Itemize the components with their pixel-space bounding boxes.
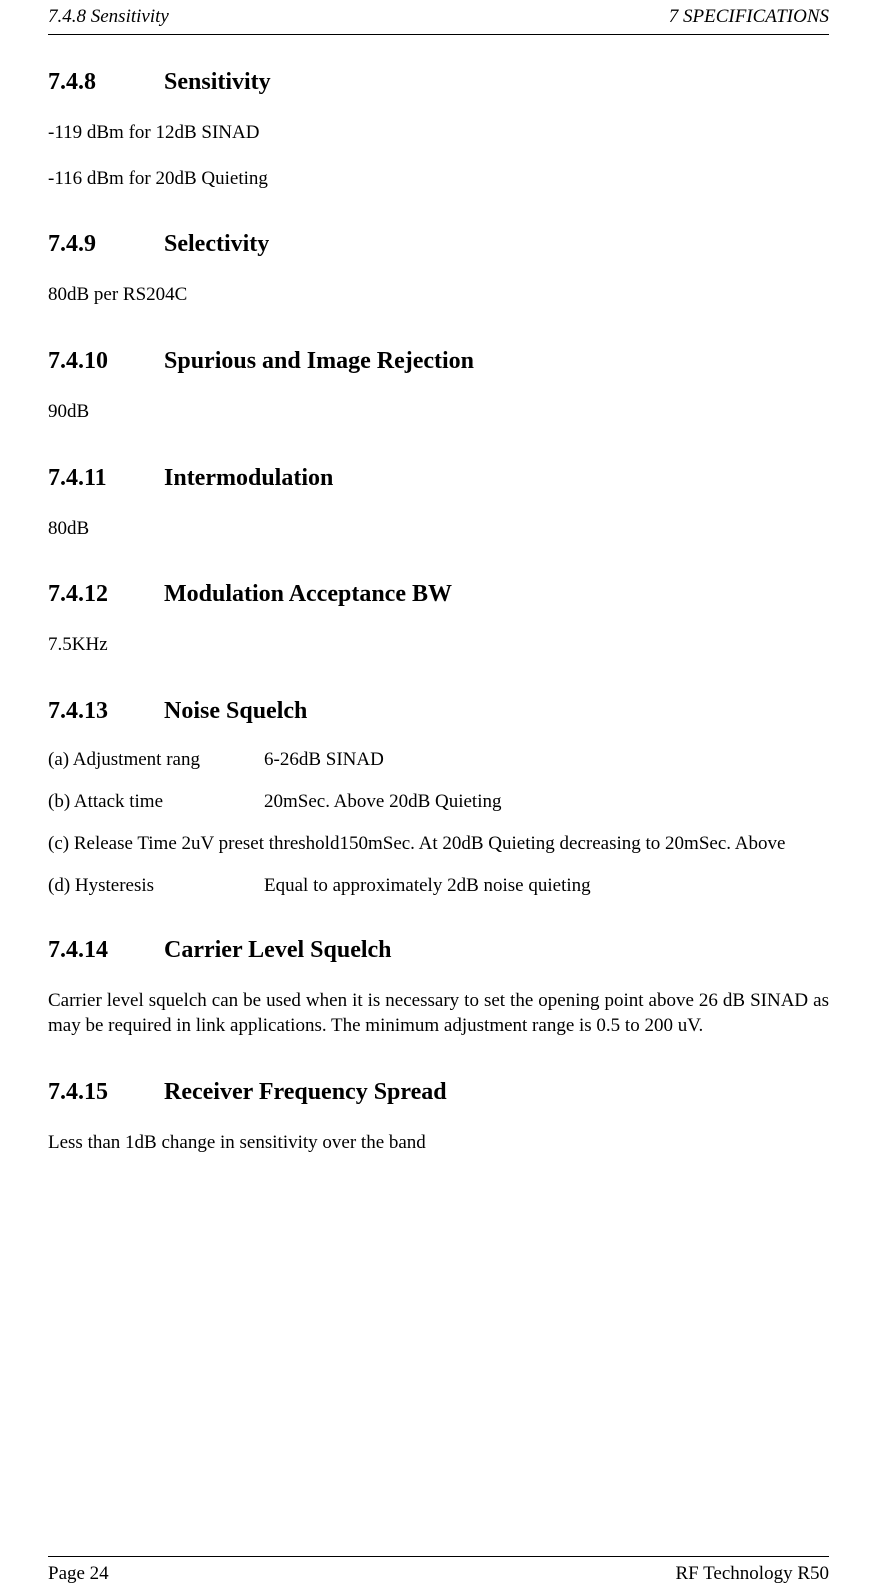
heading-num: 7.4.12 xyxy=(48,581,164,608)
heading-7411: 7.4.11 Intermodulation xyxy=(48,465,829,492)
spec-row-a: (a) Adjustment rang 6-26dB SINAD xyxy=(48,749,829,771)
heading-num: 7.4.9 xyxy=(48,231,164,258)
running-footer: Page 24 RF Technology R50 xyxy=(48,1556,829,1585)
spec-row-d: (d) Hysteresis Equal to approximately 2d… xyxy=(48,875,829,897)
running-header: 7.4.8 Sensitivity 7 SPECIFICATIONS xyxy=(48,0,829,35)
heading-title: Receiver Frequency Spread xyxy=(164,1079,447,1106)
spec-line: -116 dBm for 20dB Quieting xyxy=(48,166,829,192)
heading-title: Intermodulation xyxy=(164,465,333,492)
heading-num: 7.4.14 xyxy=(48,937,164,964)
footer-left: Page 24 xyxy=(48,1563,109,1585)
heading-title: Selectivity xyxy=(164,231,269,258)
heading-7412: 7.4.12 Modulation Acceptance BW xyxy=(48,581,829,608)
heading-title: Carrier Level Squelch xyxy=(164,937,392,964)
header-right: 7 SPECIFICATIONS xyxy=(669,6,829,28)
section-7415: 7.4.15 Receiver Frequency Spread Less th… xyxy=(48,1079,829,1156)
section-7413: 7.4.13 Noise Squelch (a) Adjustment rang… xyxy=(48,698,829,897)
spec-row-b: (b) Attack time 20mSec. Above 20dB Quiet… xyxy=(48,791,829,813)
spec-label: (a) Adjustment rang xyxy=(48,749,264,771)
heading-7414: 7.4.14 Carrier Level Squelch xyxy=(48,937,829,964)
spec-line: Less than 1dB change in sensitivity over… xyxy=(48,1130,829,1156)
page-content: 7.4.8 Sensitivity -119 dBm for 12dB SINA… xyxy=(48,35,829,1156)
section-7410: 7.4.10 Spurious and Image Rejection 90dB xyxy=(48,348,829,425)
heading-title: Spurious and Image Rejection xyxy=(164,348,474,375)
heading-num: 7.4.11 xyxy=(48,465,164,492)
spec-value: 20mSec. Above 20dB Quieting xyxy=(264,791,829,813)
heading-title: Noise Squelch xyxy=(164,698,307,725)
section-7411: 7.4.11 Intermodulation 80dB xyxy=(48,465,829,542)
heading-7410: 7.4.10 Spurious and Image Rejection xyxy=(48,348,829,375)
heading-7415: 7.4.15 Receiver Frequency Spread xyxy=(48,1079,829,1106)
spec-paragraph: Carrier level squelch can be used when i… xyxy=(48,988,829,1039)
heading-title: Modulation Acceptance BW xyxy=(164,581,452,608)
heading-749: 7.4.9 Selectivity xyxy=(48,231,829,258)
header-left: 7.4.8 Sensitivity xyxy=(48,6,169,28)
heading-748: 7.4.8 Sensitivity xyxy=(48,69,829,96)
heading-7413: 7.4.13 Noise Squelch xyxy=(48,698,829,725)
spec-line: 80dB xyxy=(48,516,829,542)
spec-row-c: (c) Release Time 2uV preset threshold 15… xyxy=(48,833,829,855)
spec-line: 80dB per RS204C xyxy=(48,282,829,308)
spec-label: (c) Release Time 2uV preset threshold xyxy=(48,833,339,855)
spec-value: 150mSec. At 20dB Quieting decreasing to … xyxy=(339,833,829,855)
footer-right: RF Technology R50 xyxy=(676,1563,830,1585)
spec-line: 7.5KHz xyxy=(48,632,829,658)
spec-label: (d) Hysteresis xyxy=(48,875,264,897)
heading-title: Sensitivity xyxy=(164,69,271,96)
heading-num: 7.4.15 xyxy=(48,1079,164,1106)
spec-line: -119 dBm for 12dB SINAD xyxy=(48,120,829,146)
spec-label: (b) Attack time xyxy=(48,791,264,813)
section-7412: 7.4.12 Modulation Acceptance BW 7.5KHz xyxy=(48,581,829,658)
spec-value: Equal to approximately 2dB noise quietin… xyxy=(264,875,829,897)
heading-num: 7.4.13 xyxy=(48,698,164,725)
spec-line: 90dB xyxy=(48,399,829,425)
heading-num: 7.4.10 xyxy=(48,348,164,375)
spec-value: 6-26dB SINAD xyxy=(264,749,829,771)
section-748: 7.4.8 Sensitivity -119 dBm for 12dB SINA… xyxy=(48,69,829,191)
heading-num: 7.4.8 xyxy=(48,69,164,96)
section-7414: 7.4.14 Carrier Level Squelch Carrier lev… xyxy=(48,937,829,1039)
section-749: 7.4.9 Selectivity 80dB per RS204C xyxy=(48,231,829,308)
